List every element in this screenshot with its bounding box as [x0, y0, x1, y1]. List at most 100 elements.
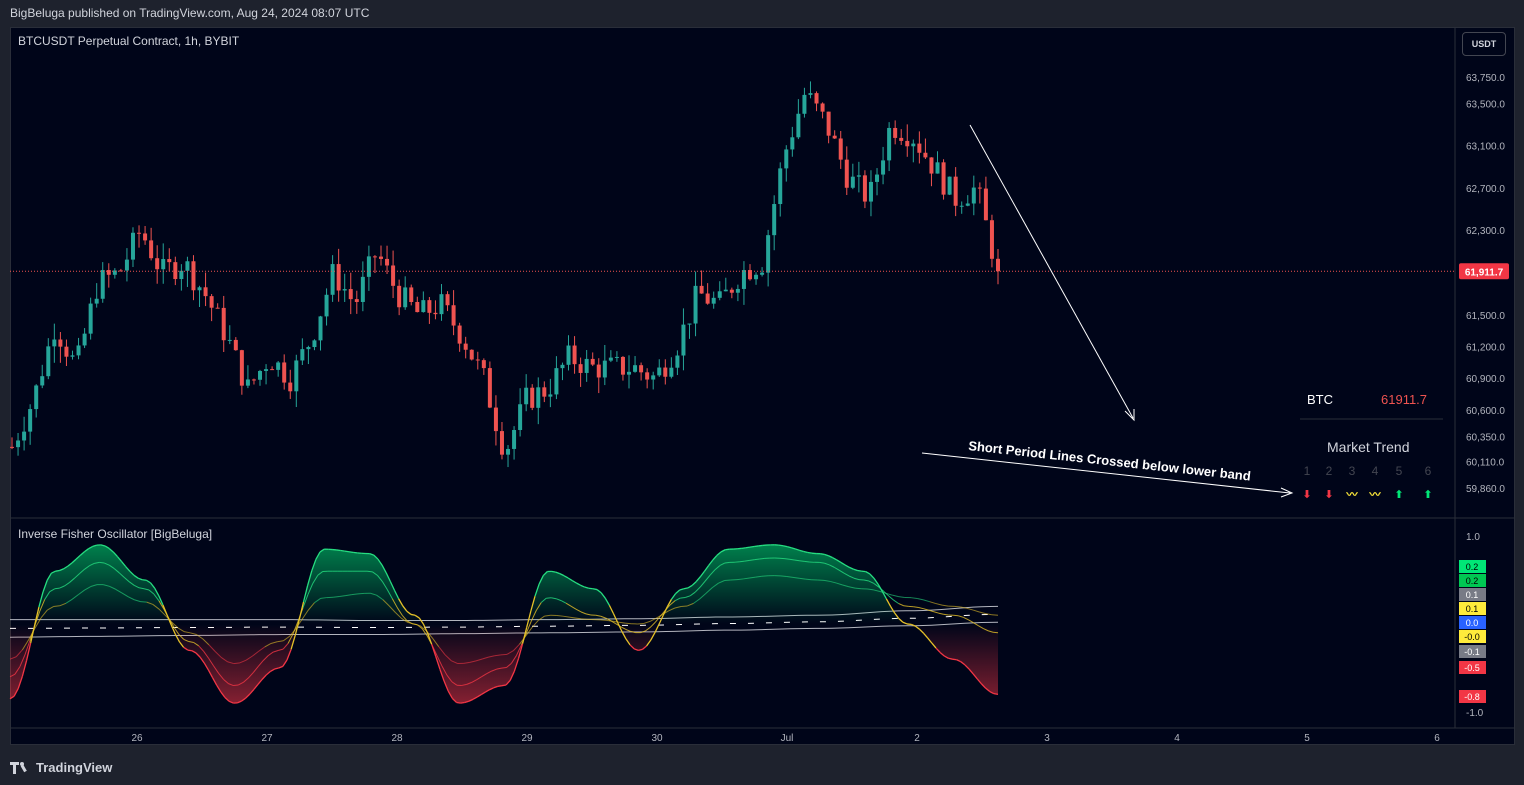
slow-line-segment — [438, 646, 446, 656]
candle-body — [959, 205, 964, 207]
fast-line-segment — [439, 669, 445, 682]
mid-line-segment — [14, 666, 21, 675]
slow-line-segment — [687, 602, 694, 607]
mid-line-segment — [44, 591, 51, 600]
fast-line-segment — [353, 551, 358, 554]
oscillator-plot[interactable]: 1.0 -1.0 — [9, 532, 1484, 719]
candle-body — [155, 258, 160, 270]
candle-body — [306, 347, 311, 350]
fast-line-segment — [501, 684, 507, 687]
slow-line-segment — [339, 595, 346, 597]
slow-line-segment — [842, 584, 850, 588]
slow-line-segment — [15, 649, 23, 658]
fast-line-segment — [629, 644, 635, 650]
slow-line-segment — [283, 635, 290, 642]
fast-line-segment — [749, 545, 755, 548]
slow-line-segment — [444, 654, 452, 662]
candle-body — [487, 368, 492, 408]
fast-line-segment — [935, 647, 941, 653]
candle-body — [747, 270, 752, 280]
mid-line-segment — [595, 614, 601, 617]
fast-line-segment — [224, 697, 230, 702]
slow-line-segment — [333, 596, 340, 598]
slow-line-segment — [755, 575, 762, 578]
last-price-label: 61,911.7 — [1465, 267, 1504, 278]
candle-body — [318, 316, 323, 341]
slow-line-segment — [935, 603, 943, 606]
mid-line-segment — [789, 558, 795, 561]
slow-line-segment — [718, 580, 725, 584]
slow-line-segment — [140, 601, 147, 603]
time-tick-label: 26 — [131, 733, 143, 744]
mid-line-segment — [625, 628, 631, 632]
mid-line-segment — [506, 662, 512, 668]
mid-line-segment — [233, 684, 239, 687]
fast-line-segment — [848, 566, 854, 570]
slow-line-segment — [743, 577, 750, 580]
candle-body — [312, 340, 317, 348]
mid-line-segment — [903, 605, 909, 607]
slow-line-segment — [109, 585, 116, 590]
fast-line-segment — [178, 641, 185, 648]
fast-line-segment — [63, 565, 69, 570]
candle-body — [336, 264, 341, 291]
fast-line-segment — [869, 573, 875, 579]
mid-line-segment — [143, 588, 150, 591]
price-axis[interactable]: 59,860.0 60,110.0 60,350.0 60,600.0 60,900.0… — [1466, 73, 1505, 495]
slow-line-segment — [749, 576, 756, 579]
fast-line-segment — [249, 688, 255, 695]
slow-line-segment — [488, 655, 495, 658]
candle-body — [282, 362, 287, 383]
slow-line-segment — [544, 614, 551, 617]
fast-positive-fill — [10, 544, 998, 624]
fast-line-segment — [485, 689, 490, 693]
candle-body — [627, 371, 632, 375]
mid-line-segment — [853, 577, 860, 581]
fast-line-segment — [592, 588, 598, 591]
fast-line-segment — [195, 652, 201, 658]
mid-line-segment — [247, 672, 254, 679]
candle-body — [602, 360, 607, 378]
mid-line-segment — [99, 561, 105, 564]
candle-body — [264, 369, 269, 371]
fast-line-segment — [393, 589, 400, 599]
fast-line-segment — [754, 545, 759, 548]
slow-line-segment — [972, 609, 980, 613]
mid-line-segment — [551, 597, 557, 600]
fast-line-segment — [820, 553, 825, 556]
slow-line-segment — [525, 627, 533, 637]
candle-body — [996, 258, 1000, 272]
time-axis[interactable]: 26 27 28 29 30 Jul 2 3 4 5 6 — [131, 733, 1440, 744]
candle-body — [233, 339, 238, 351]
fast-line-segment — [559, 573, 565, 577]
mid-line-segment — [511, 655, 517, 664]
fast-line-segment — [311, 559, 317, 572]
osc-badge-label: -0.1 — [1464, 647, 1480, 657]
fast-line-segment — [402, 605, 408, 612]
fast-line-segment — [708, 559, 714, 566]
mid-line-segment — [982, 627, 989, 632]
candle-body — [149, 240, 154, 259]
candle-body — [645, 372, 650, 380]
slow-line-segment — [270, 641, 278, 644]
fast-line-segment — [716, 551, 722, 556]
mid-line-segment — [178, 634, 185, 640]
fast-line-segment — [241, 697, 247, 702]
mid-line-segment — [784, 558, 790, 560]
fast-line-segment — [125, 566, 131, 572]
candle-body — [560, 364, 565, 369]
mid-line-segment — [416, 624, 423, 629]
candles[interactable] — [10, 81, 1000, 468]
mid-line-segment — [694, 586, 701, 593]
fast-line-segment — [211, 677, 218, 686]
fast-line-segment — [894, 612, 900, 619]
mid-line-segment — [252, 666, 259, 673]
currency-button[interactable]: USDT — [1462, 32, 1506, 56]
candle-body — [542, 387, 547, 397]
fast-line-segment — [480, 691, 486, 696]
candle-body — [22, 431, 27, 441]
mid-line-segment — [49, 588, 55, 593]
slow-line-segment — [506, 650, 514, 655]
mid-line-segment — [54, 587, 60, 590]
